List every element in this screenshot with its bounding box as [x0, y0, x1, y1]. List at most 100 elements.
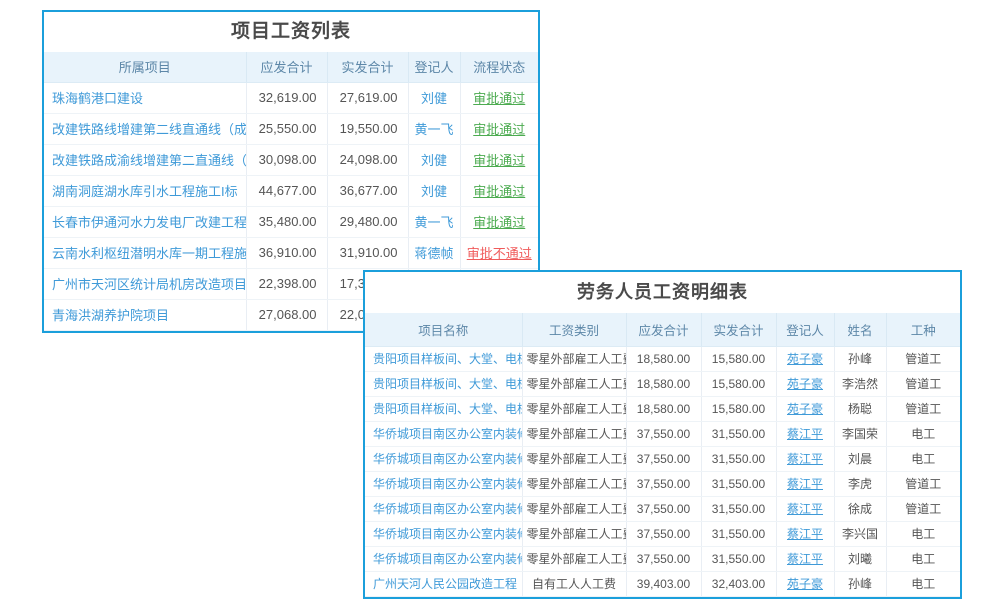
- registrar-cell[interactable]: 蔡江平: [776, 546, 835, 572]
- payable-total-cell: 37,550.00: [626, 421, 702, 447]
- project-link-cell[interactable]: 广州天河人民公园改造工程: [365, 571, 523, 597]
- payable-total-cell: 37,550.00: [626, 496, 702, 522]
- table-row: 华侨城项目南区办公室内装修工程零星外部雇工人工费37,550.0031,550.…: [365, 446, 960, 472]
- registrar-cell[interactable]: 蔡江平: [776, 521, 835, 547]
- paid-total-cell: 31,550.00: [701, 546, 777, 572]
- registrar-cell[interactable]: 蔡江平: [776, 421, 835, 447]
- project-link-cell[interactable]: 华侨城项目南区办公室内装修工程: [365, 546, 523, 572]
- project-link-cell[interactable]: 华侨城项目南区办公室内装修工程: [365, 496, 523, 522]
- worker-name-cell: 李兴国: [834, 521, 887, 547]
- workflow-status-cell[interactable]: 审批通过: [460, 206, 538, 238]
- workflow-status-cell[interactable]: 审批通过: [460, 82, 538, 114]
- workflow-status-cell[interactable]: 审批通过: [460, 113, 538, 145]
- column-header: 应发合计: [626, 313, 702, 347]
- project-link-cell[interactable]: 贵阳项目样板间、大堂、电梯厅装修: [365, 371, 523, 397]
- payable-total-cell: 37,550.00: [626, 446, 702, 472]
- paid-total-cell: 31,550.00: [701, 421, 777, 447]
- paid-total-cell: 29,480.00: [327, 206, 409, 238]
- worker-name-cell: 杨聪: [834, 396, 887, 422]
- registrar-cell[interactable]: 蔡江平: [776, 496, 835, 522]
- job-type-cell: 管道工: [886, 471, 960, 497]
- project-link-cell[interactable]: 华侨城项目南区办公室内装修工程: [365, 446, 523, 472]
- job-type-cell: 管道工: [886, 346, 960, 372]
- registrar-cell[interactable]: 黄一飞: [408, 113, 461, 145]
- project-salary-table-title: 项目工资列表: [44, 12, 538, 52]
- paid-total-cell: 31,550.00: [701, 471, 777, 497]
- payable-total-cell: 37,550.00: [626, 546, 702, 572]
- payable-total-cell: 18,580.00: [626, 396, 702, 422]
- column-header: 应发合计: [246, 52, 328, 83]
- payable-total-cell: 44,677.00: [246, 175, 328, 207]
- table-row: 云南水利枢纽潜明水库一期工程施... 36,910.00 31,910.00 蒋德帧审…: [44, 237, 538, 269]
- payable-total-cell: 30,098.00: [246, 144, 328, 176]
- project-link-cell[interactable]: 改建铁路线增建第二线直通线（成...: [44, 113, 247, 145]
- registrar-cell[interactable]: 苑子豪: [776, 371, 835, 397]
- worker-name-cell: 李浩然: [834, 371, 887, 397]
- payable-total-cell: 37,550.00: [626, 521, 702, 547]
- column-header: 所属项目: [44, 52, 247, 83]
- project-link-cell[interactable]: 贵阳项目样板间、大堂、电梯厅装修: [365, 346, 523, 372]
- project-salary-table-card: 项目工资列表 所属项目 应发合计 实发合计 登记人 流程状态 珠海鹤港口建设 32,619…: [42, 10, 540, 333]
- payable-total-cell: 27,068.00: [246, 299, 328, 331]
- project-link-cell[interactable]: 湖南洞庭湖水库引水工程施工I标: [44, 175, 247, 207]
- workflow-status-cell[interactable]: 审批通过: [460, 175, 538, 207]
- worker-name-cell: 李虎: [834, 471, 887, 497]
- wage-type-cell: 零星外部雇工人工费: [522, 546, 627, 572]
- project-link-cell[interactable]: 华侨城项目南区办公室内装修工程: [365, 521, 523, 547]
- registrar-cell[interactable]: 蔡江平: [776, 446, 835, 472]
- paid-total-cell: 31,550.00: [701, 496, 777, 522]
- payable-total-cell: 36,910.00: [246, 237, 328, 269]
- registrar-cell[interactable]: 苑子豪: [776, 571, 835, 597]
- project-link-cell[interactable]: 青海洪湖养护院项目: [44, 299, 247, 331]
- job-type-cell: 电工: [886, 546, 960, 572]
- labor-salary-detail-table-title: 劳务人员工资明细表: [365, 272, 960, 313]
- payable-total-cell: 39,403.00: [626, 571, 702, 597]
- project-link-cell[interactable]: 华侨城项目南区办公室内装修工程: [365, 471, 523, 497]
- project-salary-header-row: 所属项目 应发合计 实发合计 登记人 流程状态: [44, 52, 538, 83]
- column-header: 工资类别: [522, 313, 627, 347]
- wage-type-cell: 零星外部雇工人工费: [522, 496, 627, 522]
- registrar-cell[interactable]: 刘健: [408, 144, 461, 176]
- paid-total-cell: 31,550.00: [701, 446, 777, 472]
- wage-type-cell: 零星外部雇工人工费: [522, 521, 627, 547]
- table-row: 贵阳项目样板间、大堂、电梯厅装修零星外部雇工人工费18,580.0015,580…: [365, 346, 960, 372]
- table-row: 湖南洞庭湖水库引水工程施工I标 44,677.00 36,677.00 刘健 审批通过: [44, 175, 538, 207]
- table-row: 珠海鹤港口建设 32,619.00 27,619.00 刘健 审批通过: [44, 82, 538, 114]
- workflow-status-cell[interactable]: 审批通过: [460, 144, 538, 176]
- job-type-cell: 电工: [886, 421, 960, 447]
- paid-total-cell: 36,677.00: [327, 175, 409, 207]
- wage-type-cell: 自有工人人工费: [522, 571, 627, 597]
- table-row: 长春市伊通河水力发电厂改建工程 35,480.00 29,480.00 黄一飞 审批通过: [44, 206, 538, 238]
- project-link-cell[interactable]: 珠海鹤港口建设: [44, 82, 247, 114]
- project-link-cell[interactable]: 改建铁路成渝线增建第二直通线（...: [44, 144, 247, 176]
- job-type-cell: 电工: [886, 521, 960, 547]
- registrar-cell[interactable]: 蒋德帧: [408, 237, 461, 269]
- job-type-cell: 电工: [886, 571, 960, 597]
- project-link-cell[interactable]: 长春市伊通河水力发电厂改建工程: [44, 206, 247, 238]
- paid-total-cell: 15,580.00: [701, 396, 777, 422]
- column-header: 姓名: [834, 313, 887, 347]
- project-link-cell[interactable]: 广州市天河区统计局机房改造项目: [44, 268, 247, 300]
- project-link-cell[interactable]: 云南水利枢纽潜明水库一期工程施...: [44, 237, 247, 269]
- registrar-cell[interactable]: 苑子豪: [776, 396, 835, 422]
- column-header: 工种: [886, 313, 960, 347]
- job-type-cell: 管道工: [886, 371, 960, 397]
- payable-total-cell: 37,550.00: [626, 471, 702, 497]
- project-link-cell[interactable]: 华侨城项目南区办公室内装修工程: [365, 421, 523, 447]
- paid-total-cell: 24,098.00: [327, 144, 409, 176]
- table-row: 改建铁路线增建第二线直通线（成... 25,550.00 19,550.00 黄一飞审…: [44, 113, 538, 145]
- paid-total-cell: 27,619.00: [327, 82, 409, 114]
- job-type-cell: 管道工: [886, 496, 960, 522]
- column-header: 登记人: [408, 52, 461, 83]
- workflow-status-cell[interactable]: 审批不通过: [460, 237, 538, 269]
- column-header: 流程状态: [460, 52, 538, 83]
- table-row: 华侨城项目南区办公室内装修工程零星外部雇工人工费37,550.0031,550.…: [365, 546, 960, 572]
- registrar-cell[interactable]: 苑子豪: [776, 346, 835, 372]
- registrar-cell[interactable]: 黄一飞: [408, 206, 461, 238]
- registrar-cell[interactable]: 刘健: [408, 82, 461, 114]
- registrar-cell[interactable]: 刘健: [408, 175, 461, 207]
- project-link-cell[interactable]: 贵阳项目样板间、大堂、电梯厅装修: [365, 396, 523, 422]
- registrar-cell[interactable]: 蔡江平: [776, 471, 835, 497]
